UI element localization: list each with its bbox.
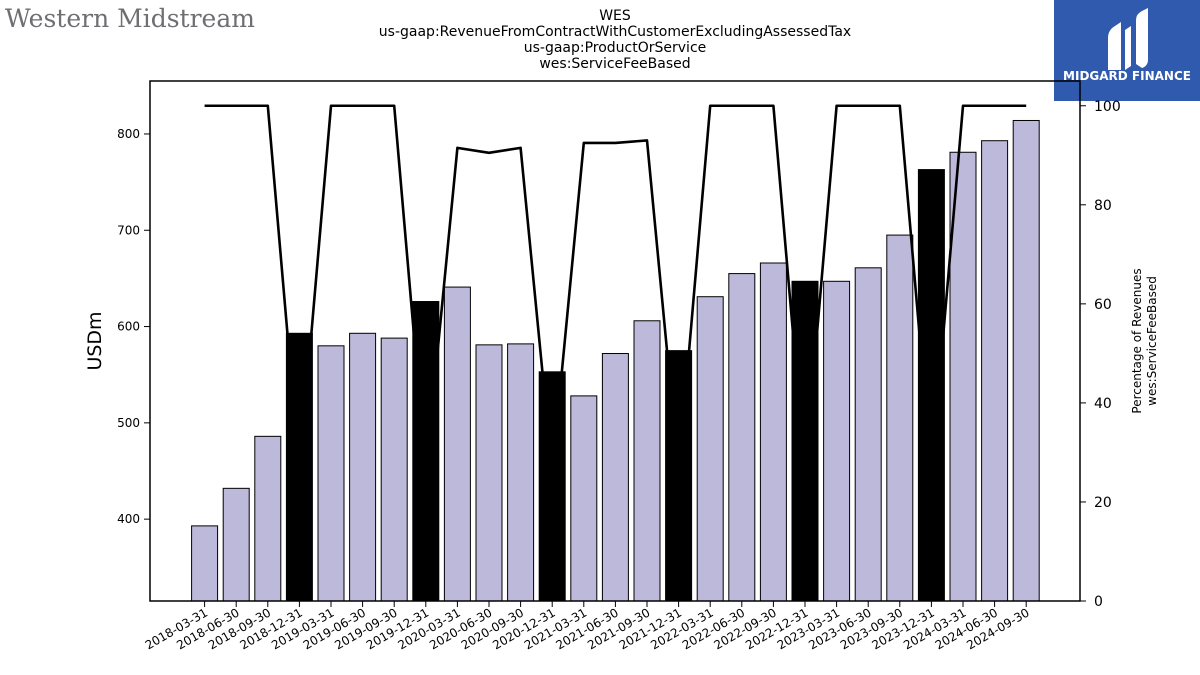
y-right-tick-label: 20 xyxy=(1094,495,1112,511)
bar-2023-12-31 xyxy=(917,169,945,602)
bar-2022-06-30 xyxy=(728,273,756,602)
chart-title-line-1: WES xyxy=(599,8,631,24)
bar-2023-09-30 xyxy=(886,234,914,602)
midgard-logo-text: MIDGARD FINANCE xyxy=(1063,69,1191,83)
bar-2024-09-30 xyxy=(1012,119,1040,602)
bar-2022-12-31 xyxy=(791,280,819,602)
bar-2024-06-30 xyxy=(981,140,1009,602)
chart-title-line-2: us-gaap:RevenueFromContractWithCustomerE… xyxy=(379,24,851,40)
bar-2023-06-30 xyxy=(854,267,882,602)
bar-2020-03-31 xyxy=(443,286,471,602)
western-midstream-logo-text: Western Midstream xyxy=(5,4,255,33)
line-service-fee-percentage xyxy=(204,104,1027,474)
y-left-tick-label: 400 xyxy=(117,512,140,526)
y-left-tick-label: 600 xyxy=(117,320,140,334)
bar-2019-09-30 xyxy=(380,337,408,602)
bar-2024-03-31 xyxy=(949,151,977,602)
y-axis-left: 400 500 600 700 800 xyxy=(117,127,150,526)
bar-2019-06-30 xyxy=(349,332,377,602)
bar-2021-09-30 xyxy=(633,320,661,602)
y-axis-right-label-line-2: wes:ServiceFeeBased xyxy=(1145,276,1159,406)
y-left-tick-label: 700 xyxy=(117,223,140,237)
y-left-tick-label: 800 xyxy=(117,127,140,141)
x-axis: 2018-03-312018-06-302018-09-302018-12-31… xyxy=(143,601,1032,652)
bar-2018-06-30 xyxy=(222,487,250,602)
bar-2020-12-31 xyxy=(538,371,566,602)
bar-2021-03-31 xyxy=(570,395,598,602)
bar-2018-03-31 xyxy=(191,525,219,602)
y-right-tick-label: 100 xyxy=(1094,99,1121,115)
y-right-tick-label: 40 xyxy=(1094,396,1112,412)
bar-series xyxy=(191,119,1040,602)
bar-2021-06-30 xyxy=(601,353,629,602)
y-axis-left-label: USDm xyxy=(84,311,106,370)
y-left-tick-label: 500 xyxy=(117,416,140,430)
y-axis-right-label-line-1: Percentage of Revenues xyxy=(1130,268,1144,413)
bar-2022-09-30 xyxy=(759,262,787,602)
midgard-logo-mark-icon xyxy=(1108,8,1148,70)
bar-2020-09-30 xyxy=(507,343,535,602)
western-midstream-logo: Western Midstream xyxy=(5,4,255,33)
line-series xyxy=(204,104,1027,474)
y-right-tick-label: 60 xyxy=(1094,297,1112,313)
bar-2020-06-30 xyxy=(475,344,503,602)
y-right-tick-label: 0 xyxy=(1094,594,1103,610)
chart-title: WES us-gaap:RevenueFromContractWithCusto… xyxy=(379,8,851,72)
chart-title-line-4: wes:ServiceFeeBased xyxy=(539,56,690,72)
y-right-tick-label: 80 xyxy=(1094,198,1112,214)
chart-title-line-3: us-gaap:ProductOrService xyxy=(524,40,707,56)
bar-2018-09-30 xyxy=(254,435,282,602)
bar-2019-03-31 xyxy=(317,345,345,602)
bar-2022-03-31 xyxy=(696,296,724,602)
midgard-finance-logo: MIDGARD FINANCE xyxy=(1054,0,1200,101)
y-axis-right: 0 20 40 60 80 100 xyxy=(1080,99,1121,610)
bar-2023-03-31 xyxy=(823,280,851,602)
bar-2019-12-31 xyxy=(412,301,440,602)
